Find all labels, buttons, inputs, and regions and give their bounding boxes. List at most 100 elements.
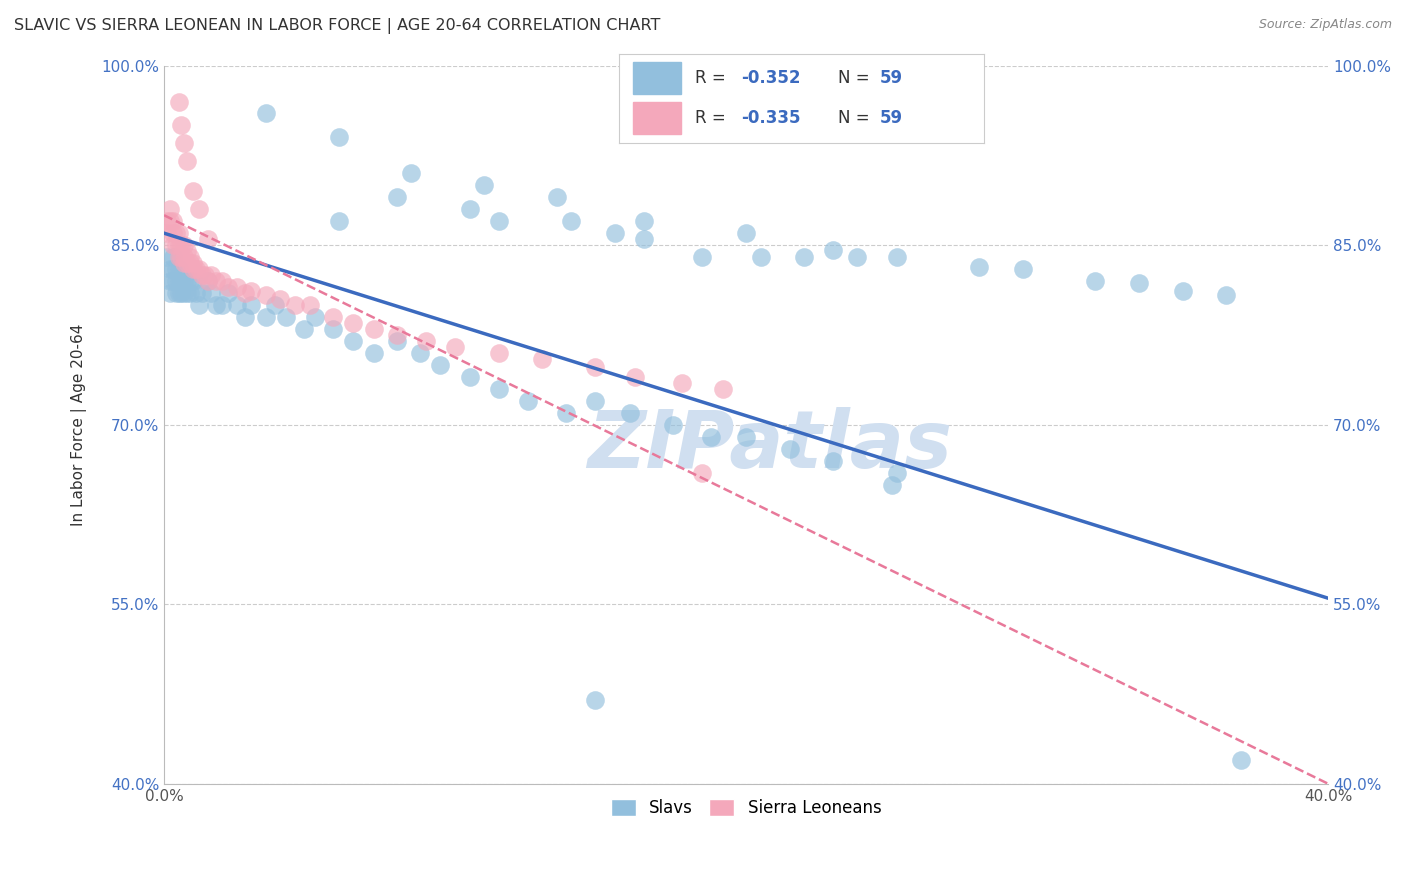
Point: [167, 238, 190, 252]
Point: [167, 274, 190, 288]
Point: [304, 310, 326, 324]
Point: [409, 346, 432, 360]
Point: [735, 226, 758, 240]
Text: SLAVIC VS SIERRA LEONEAN IN LABOR FORCE | AGE 20-64 CORRELATION CHART: SLAVIC VS SIERRA LEONEAN IN LABOR FORCE …: [14, 18, 661, 34]
Point: [546, 190, 568, 204]
Point: [156, 250, 179, 264]
Point: [162, 274, 184, 288]
Point: [886, 466, 908, 480]
Point: [254, 288, 277, 302]
Text: R =: R =: [696, 109, 731, 127]
Point: [197, 274, 219, 288]
Point: [165, 238, 187, 252]
Point: [488, 346, 510, 360]
Point: [184, 285, 207, 300]
Point: [583, 693, 606, 707]
Point: [211, 274, 233, 288]
Point: [162, 238, 184, 252]
Point: [187, 202, 209, 217]
Point: [254, 106, 277, 120]
Point: [167, 285, 190, 300]
Point: [254, 310, 277, 324]
Text: N =: N =: [838, 69, 875, 87]
Text: N =: N =: [838, 109, 875, 127]
Point: [165, 285, 187, 300]
Point: [633, 214, 655, 228]
Point: [179, 274, 201, 288]
Point: [167, 226, 190, 240]
Point: [187, 298, 209, 312]
Point: [173, 238, 195, 252]
Point: [458, 202, 481, 217]
Point: [298, 298, 321, 312]
Point: [167, 262, 190, 277]
Point: [845, 250, 868, 264]
Point: [292, 322, 315, 336]
Point: [205, 298, 228, 312]
Point: [583, 393, 606, 408]
Point: [176, 256, 198, 270]
Point: [322, 310, 344, 324]
Point: [458, 369, 481, 384]
Point: [159, 262, 181, 277]
Point: [583, 360, 606, 375]
Point: [749, 250, 772, 264]
Point: [711, 382, 734, 396]
Point: [385, 190, 408, 204]
Point: [603, 226, 626, 240]
Point: [170, 274, 193, 288]
Point: [179, 256, 201, 270]
Legend: Slavs, Sierra Leoneans: Slavs, Sierra Leoneans: [602, 791, 890, 826]
Point: [176, 285, 198, 300]
Point: [197, 274, 219, 288]
Point: [880, 477, 903, 491]
Point: [240, 298, 263, 312]
Point: [363, 322, 385, 336]
Point: [735, 430, 758, 444]
Point: [176, 274, 198, 288]
Point: [531, 351, 554, 366]
Point: [181, 274, 204, 288]
Point: [385, 334, 408, 348]
Point: [200, 285, 222, 300]
Text: Source: ZipAtlas.com: Source: ZipAtlas.com: [1258, 18, 1392, 31]
Point: [328, 214, 350, 228]
Point: [263, 298, 285, 312]
Point: [176, 154, 198, 169]
Point: [472, 178, 495, 193]
Point: [415, 334, 437, 348]
Point: [173, 136, 195, 151]
Point: [181, 262, 204, 277]
Point: [235, 310, 257, 324]
Point: [225, 280, 247, 294]
Point: [823, 243, 845, 257]
Text: ZIPatlas: ZIPatlas: [586, 408, 952, 485]
Point: [181, 256, 204, 270]
Point: [173, 285, 195, 300]
Text: R =: R =: [696, 69, 731, 87]
Point: [269, 292, 291, 306]
Text: 59: 59: [880, 69, 903, 87]
Y-axis label: In Labor Force | Age 20-64: In Labor Force | Age 20-64: [72, 324, 87, 526]
Point: [181, 184, 204, 198]
Point: [217, 285, 239, 300]
Point: [662, 417, 685, 432]
Point: [159, 274, 181, 288]
Point: [170, 238, 193, 252]
Point: [184, 262, 207, 277]
Point: [194, 268, 217, 282]
Point: [200, 268, 222, 282]
Point: [205, 274, 228, 288]
Point: [779, 442, 801, 456]
Point: [156, 226, 179, 240]
Point: [159, 285, 181, 300]
Point: [235, 285, 257, 300]
Point: [159, 214, 181, 228]
Point: [488, 382, 510, 396]
Point: [1128, 277, 1150, 291]
Point: [1230, 753, 1253, 767]
Bar: [633, 62, 681, 94]
Point: [276, 310, 298, 324]
Text: -0.335: -0.335: [741, 109, 800, 127]
Point: [444, 340, 467, 354]
